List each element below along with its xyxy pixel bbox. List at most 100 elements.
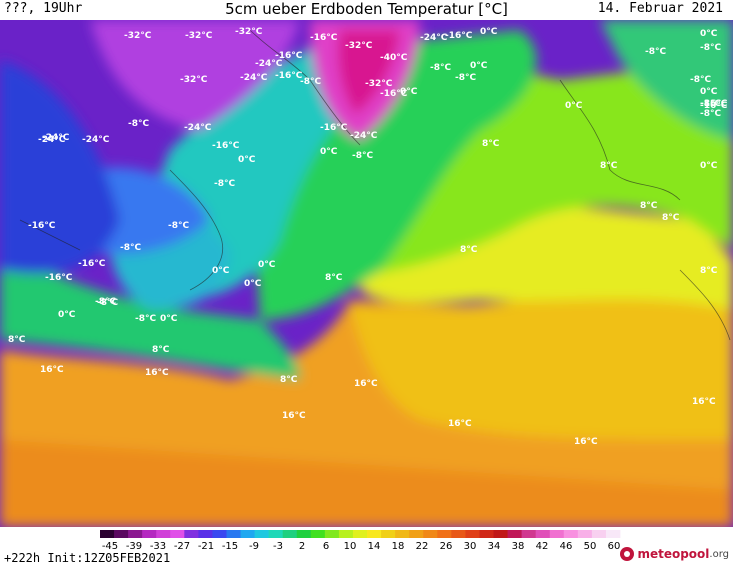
legend-tick-label: 14 xyxy=(368,541,381,552)
legend-color-cell xyxy=(128,530,143,538)
footer-bar: -45 -39 -33 -27 -21 -15 -9 -3 2 6 10 14 18 22 26 30 34 38… xyxy=(0,527,733,566)
legend-color-cell xyxy=(352,530,368,538)
legend-color-cell xyxy=(198,530,213,538)
temperature-label: -8°C xyxy=(95,297,116,307)
temperature-label: -8°C xyxy=(700,99,721,109)
legend-color-cell xyxy=(156,530,171,538)
brand-logo[interactable]: meteopool .org xyxy=(620,547,729,561)
temperature-label: -16°C xyxy=(212,141,240,151)
temperature-label: 8°C xyxy=(460,245,478,255)
legend-color-cell xyxy=(310,530,326,538)
temperature-label: 0°C xyxy=(238,155,256,165)
temperature-label: -24°C xyxy=(38,135,66,145)
temperature-label: -24°C xyxy=(240,73,268,83)
temperature-label: 16°C xyxy=(692,397,716,407)
temperature-label: -8°C xyxy=(645,47,666,57)
temperature-label: -8°C xyxy=(700,109,721,119)
temperature-label: -32°C xyxy=(345,41,373,51)
temperature-label: 16°C xyxy=(145,368,169,378)
temperature-label: -24°C xyxy=(420,33,448,43)
legend-color-cell xyxy=(521,530,537,538)
legend-color-cell xyxy=(395,530,410,538)
legend-color-cell xyxy=(409,530,424,538)
temperature-label: 0°C xyxy=(212,266,230,276)
legend-tick-label: -27 xyxy=(174,541,190,552)
temperature-label: 0°C xyxy=(480,27,498,37)
legend-color-cell xyxy=(142,530,157,538)
legend-color-cell xyxy=(212,530,227,538)
temperature-label: 0°C xyxy=(160,314,178,324)
temperature-label: 8°C xyxy=(152,345,170,355)
temperature-label: -16°C xyxy=(700,99,728,109)
temperature-label: 8°C xyxy=(280,375,298,385)
temperature-label: -16°C xyxy=(380,89,408,99)
temperature-label: -16°C xyxy=(310,33,338,43)
temperature-label: -8°C xyxy=(120,243,141,253)
color-scale-legend: -45 -39 -33 -27 -21 -15 -9 -3 2 6 10 14 18 22 26 30 34 38… xyxy=(100,530,621,552)
temperature-label: 0°C xyxy=(700,161,718,171)
legend-tick-label: -9 xyxy=(249,541,259,552)
temperature-label: -16°C xyxy=(320,123,348,133)
temperature-label: 8°C xyxy=(325,273,343,283)
legend-color-cell xyxy=(577,530,593,538)
legend-tick-label: 2 xyxy=(299,541,305,552)
temperature-label: 0°C xyxy=(565,101,583,111)
temperature-label: 16°C xyxy=(448,419,472,429)
legend-tick-label: 46 xyxy=(560,541,573,552)
temperature-label: -16°C xyxy=(445,31,473,41)
legend-tick-label: 34 xyxy=(488,541,501,552)
temperature-label: 8°C xyxy=(600,161,618,171)
temperature-label: -8°C xyxy=(352,151,373,161)
legend-tick-label: -21 xyxy=(198,541,214,552)
temperature-label: 8°C xyxy=(640,201,658,211)
temperature-label: -16°C xyxy=(275,51,303,61)
brand-tld: .org xyxy=(709,548,729,560)
legend-tick-label: 26 xyxy=(440,541,453,552)
run-info-label: +222h Init:12Z05FEB2021 xyxy=(4,551,171,565)
legend-tick-label: 10 xyxy=(344,541,357,552)
temperature-label: 0°C xyxy=(244,279,262,289)
temperature-label: -8°C xyxy=(135,314,156,324)
temperature-label: -40°C xyxy=(380,53,408,63)
temperature-label: 0°C xyxy=(258,260,276,270)
legend-color-cell xyxy=(605,530,621,538)
legend-tick-label: -3 xyxy=(273,541,283,552)
temperature-label: -24°C xyxy=(350,131,378,141)
temperature-label: -16°C xyxy=(275,71,303,81)
temperature-label: 0°C xyxy=(700,29,718,39)
temperature-label: 0°C xyxy=(700,87,718,97)
temperature-label: -24°C xyxy=(255,59,283,69)
legend-color-cell xyxy=(423,530,438,538)
temperature-label: -16°C xyxy=(28,221,56,231)
brand-name: meteopool xyxy=(637,547,710,561)
temperature-label: -16°C xyxy=(78,259,106,269)
legend-tick-label: 42 xyxy=(536,541,549,552)
temperature-label: -32°C xyxy=(235,27,263,37)
legend-tick-label: -33 xyxy=(150,541,166,552)
legend-tick-label: 30 xyxy=(464,541,477,552)
legend-color-cell xyxy=(451,530,466,538)
map-title: 5cm ueber Erdboden Temperatur [°C] xyxy=(225,0,508,18)
temperature-field xyxy=(0,20,733,527)
temperature-label: -8°C xyxy=(168,221,189,231)
temperature-label: -8°C xyxy=(690,75,711,85)
temperature-label: 16°C xyxy=(354,379,378,389)
legend-tick-label: 38 xyxy=(512,541,525,552)
valid-time-label: ???, 19Uhr xyxy=(4,1,83,16)
temperature-label: -24°C xyxy=(82,135,110,145)
legend-color-cell xyxy=(268,530,284,538)
legend-color-cell xyxy=(170,530,185,538)
temperature-label: 0°C xyxy=(470,61,488,71)
temperature-label: -8°C xyxy=(97,298,118,308)
legend-color-cell xyxy=(254,530,270,538)
legend-color-cell xyxy=(324,530,340,538)
temperature-label: 0°C xyxy=(400,87,418,97)
legend-color-cell xyxy=(563,530,579,538)
legend-color-cell xyxy=(282,530,298,538)
legend-color-cell xyxy=(100,530,115,538)
legend-color-cell xyxy=(184,530,199,538)
legend-color-cell xyxy=(465,530,480,538)
temperature-label: -8°C xyxy=(214,179,235,189)
temperature-label: -8°C xyxy=(300,77,321,87)
legend-tick-label: -39 xyxy=(126,541,142,552)
